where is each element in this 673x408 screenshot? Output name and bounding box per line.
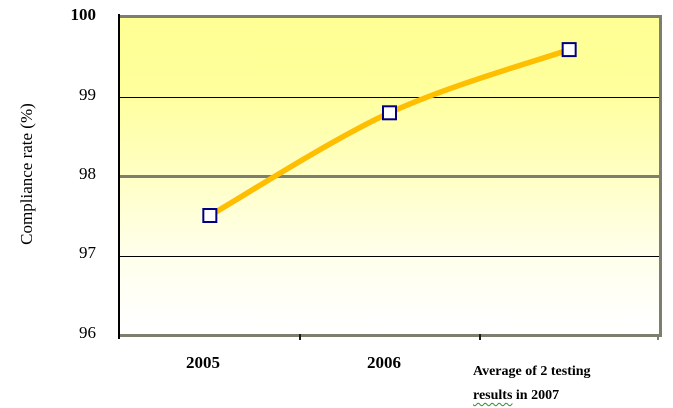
y-axis-line — [118, 14, 120, 339]
y-tick-label-100: 100 — [70, 5, 97, 24]
data-point-marker — [382, 105, 397, 121]
x-tick-label-2007-line2-rest: in 2007 — [512, 388, 560, 403]
x-tick-label-2005: 2005 — [186, 353, 220, 372]
y-tick-label-99: 99 — [79, 85, 96, 104]
x-tick-label-2007-line1: Average of 2 testing — [473, 364, 591, 379]
data-point-marker — [202, 208, 218, 223]
plot-area — [120, 15, 662, 340]
x-tick-label-2007: Average of 2 testing results in 2007 — [473, 360, 663, 408]
y-tick-label-96: 96 — [79, 323, 96, 342]
y-tick-label-98: 98 — [79, 164, 96, 183]
gridline-97 — [120, 256, 659, 257]
x-axis-tick — [479, 334, 481, 340]
x-tick-label-2006: 2006 — [367, 353, 401, 372]
spellcheck-underlined-word: results — [473, 388, 513, 403]
data-point-marker — [561, 42, 577, 58]
gridline-98 — [120, 175, 659, 178]
x-axis-tick — [657, 334, 659, 340]
y-tick-label-97: 97 — [79, 243, 96, 262]
x-axis-tick — [299, 334, 301, 340]
gridline-99 — [120, 97, 659, 98]
